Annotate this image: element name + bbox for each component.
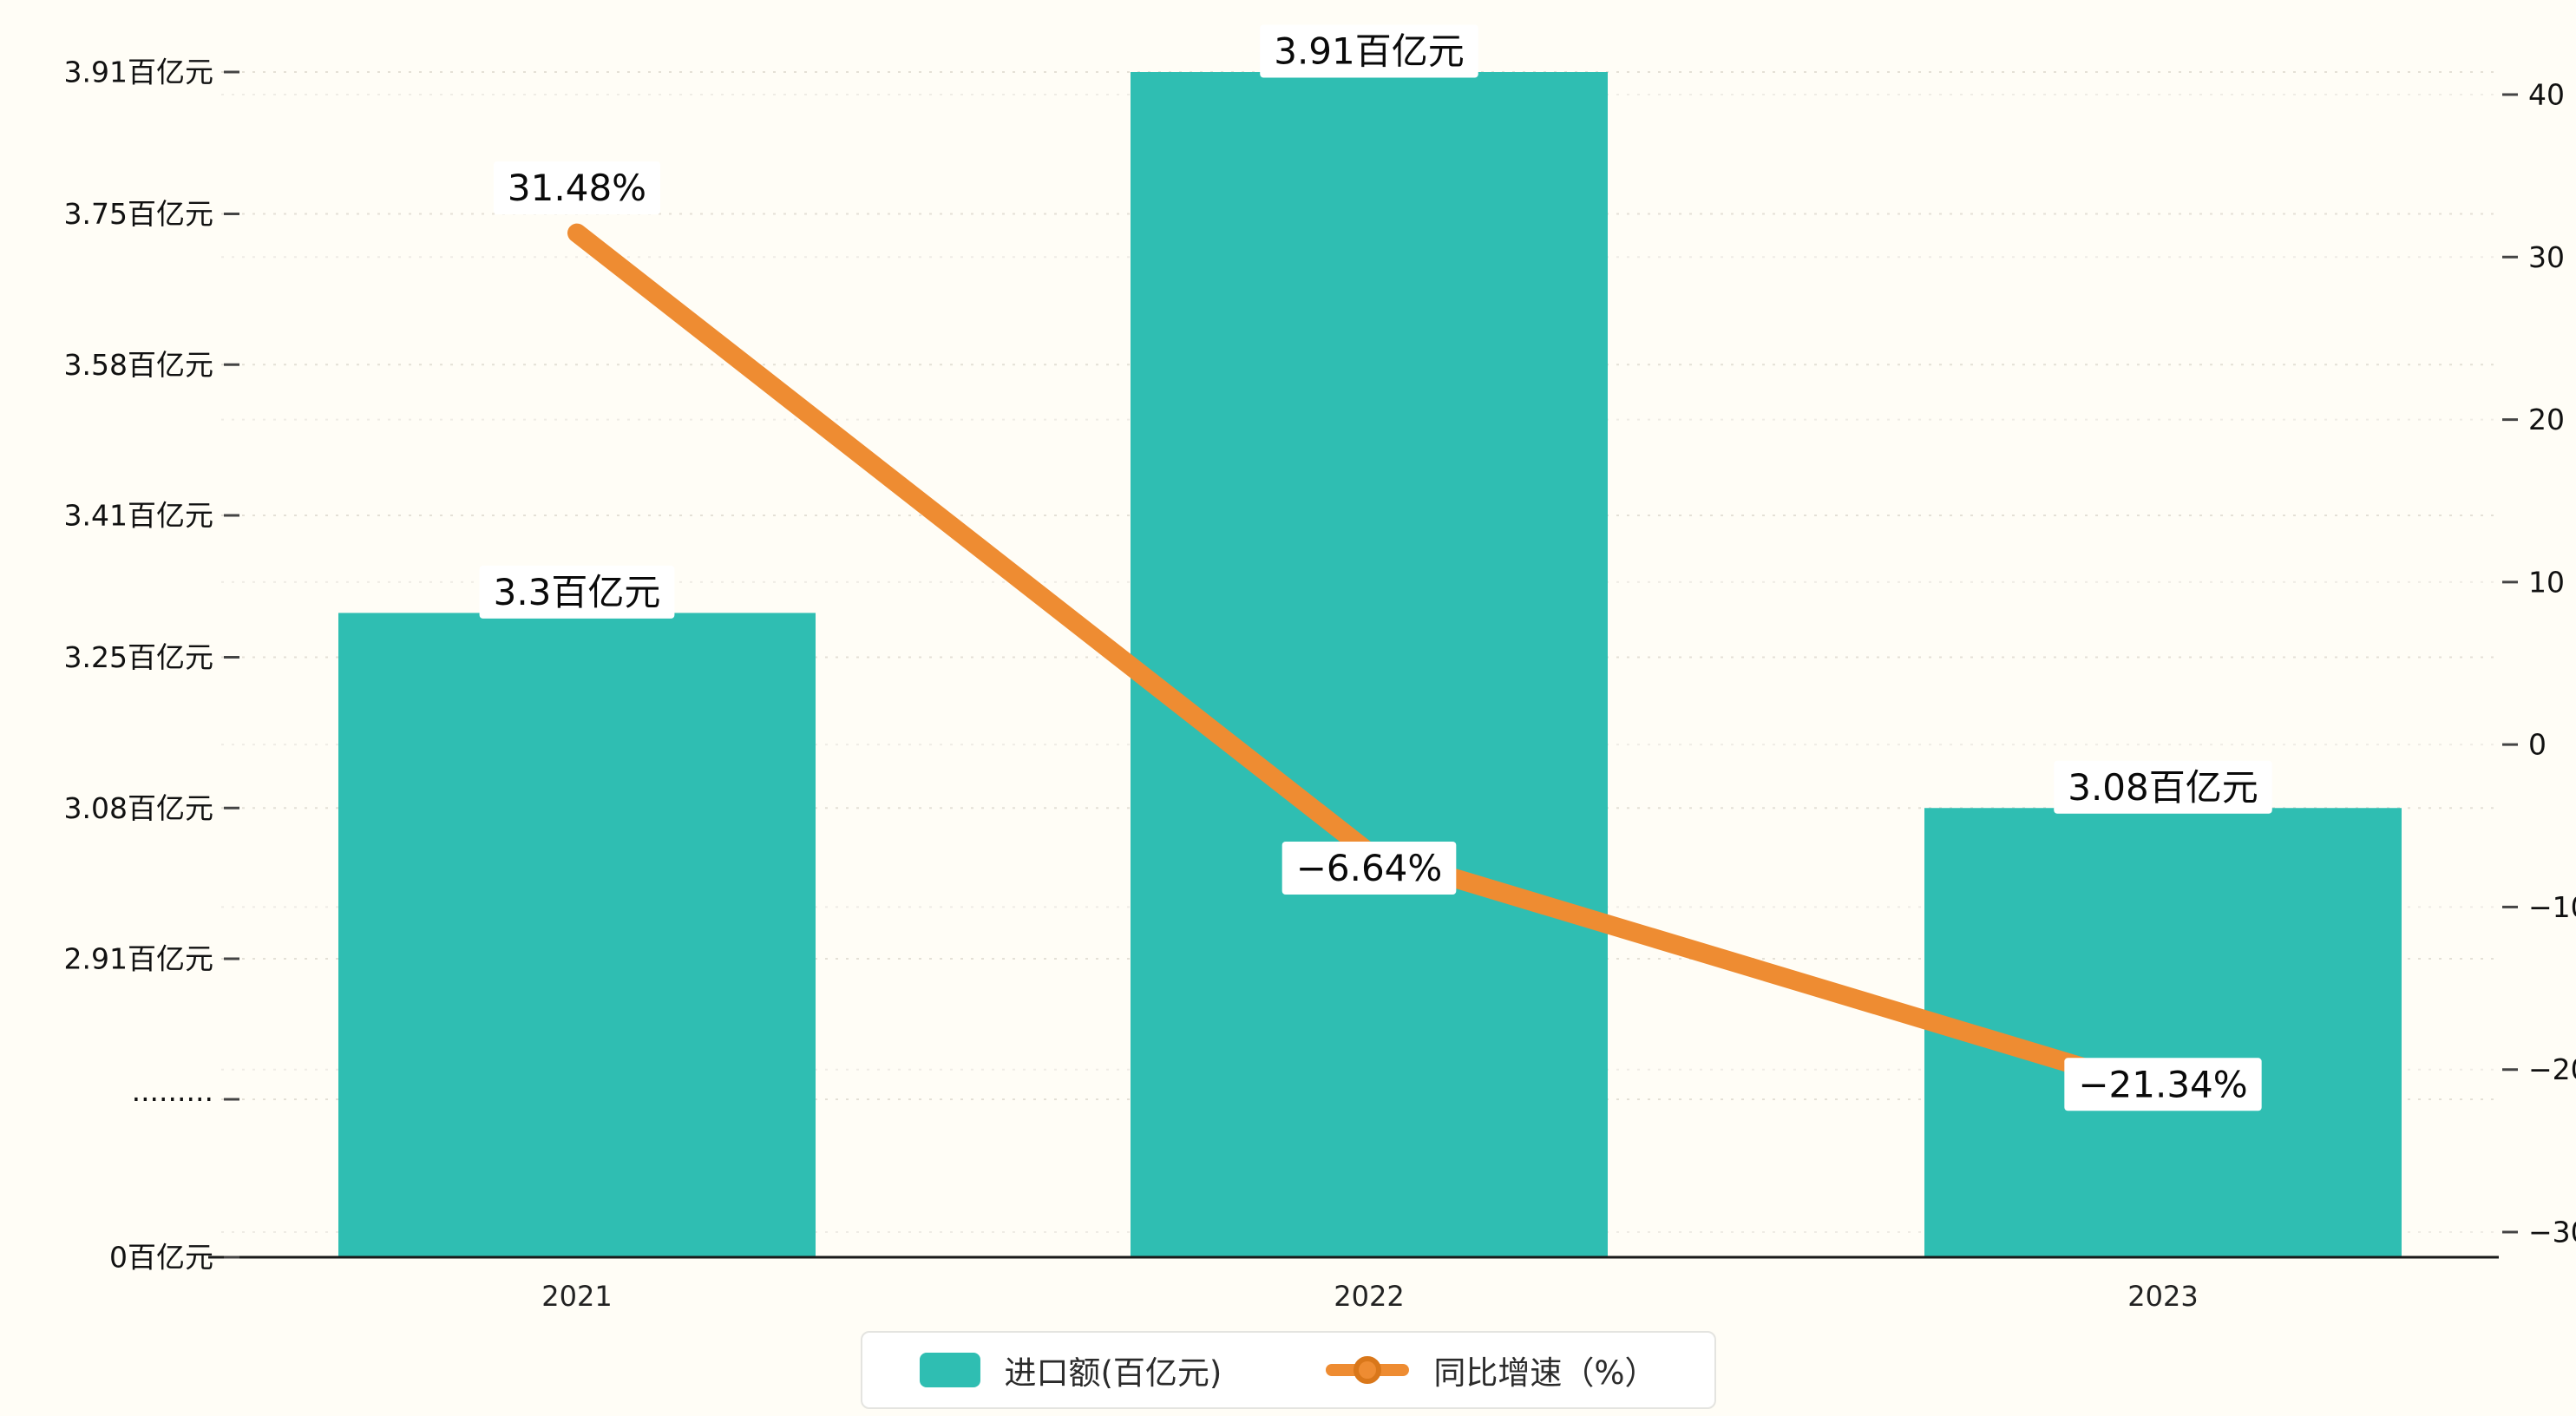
growth-value-label-2023: −21.34%	[2078, 1063, 2247, 1105]
bar-value-label-2021: 3.3百亿元	[494, 571, 661, 613]
x-axis-label-2021: 2021	[541, 1280, 612, 1313]
right-axis-label: 40	[2528, 78, 2565, 112]
y-axis-label: 3.58百亿元	[64, 348, 213, 382]
line-swatch-icon	[1326, 1356, 1410, 1384]
right-axis-label: −30	[2528, 1216, 2576, 1249]
right-axis-label: 20	[2528, 403, 2565, 436]
right-axis-label: −10	[2528, 890, 2576, 924]
right-axis-label: 30	[2528, 240, 2565, 274]
x-axis-label-2023: 2023	[2127, 1280, 2198, 1313]
y-axis-label: 3.75百亿元	[64, 197, 213, 231]
legend-label-import: 进口额(百亿元)	[1004, 1354, 1222, 1392]
legend-label-growth: 同比增速（%）	[1433, 1354, 1657, 1392]
legend-item-growth[interactable]: 同比增速（%）	[1326, 1347, 1657, 1393]
bar-value-label-2022-bg	[1260, 24, 1478, 78]
right-axis-label: −20	[2528, 1052, 2576, 1086]
bar-value-label-2023: 3.08百亿元	[2068, 766, 2258, 809]
growth-value-label-2022: −6.64%	[1296, 847, 1443, 889]
right-axis-label: 0	[2528, 728, 2547, 762]
line-marker-icon	[1354, 1356, 1382, 1384]
bar-value-label-2023-bg	[2054, 760, 2272, 814]
bar-swatch-icon	[919, 1353, 980, 1387]
y-axis-label: 0百亿元	[109, 1241, 213, 1275]
y-axis-label: 3.08百亿元	[64, 791, 213, 825]
y-axis-label: 3.91百亿元	[64, 56, 213, 89]
growth-value-label-2021: 31.48%	[508, 167, 646, 209]
x-axis-label-2022: 2022	[1334, 1280, 1404, 1313]
bar-value-label-2021-bg	[479, 565, 675, 619]
bar-value-label-2022: 3.91百亿元	[1274, 30, 1465, 73]
y-axis-label: 3.41百亿元	[64, 499, 213, 533]
growth-value-label-2022-bg	[1281, 842, 1457, 895]
legend: 进口额(百亿元) 同比增速（%）	[860, 1331, 1716, 1409]
bar-2021[interactable]	[338, 613, 816, 1257]
growth-value-label-2021-bg	[493, 161, 661, 215]
legend-item-import[interactable]: 进口额(百亿元)	[919, 1347, 1222, 1393]
bar-2023[interactable]	[1924, 808, 2402, 1257]
y-axis-label: 3.25百亿元	[64, 640, 213, 674]
y-axis-label: 2.91百亿元	[64, 942, 213, 976]
y-axis-break-label: ·········	[132, 1083, 213, 1117]
growth-value-label-2023-bg	[2064, 1058, 2262, 1111]
right-axis-label: 10	[2528, 565, 2565, 599]
bar-2022[interactable]	[1131, 72, 1608, 1257]
